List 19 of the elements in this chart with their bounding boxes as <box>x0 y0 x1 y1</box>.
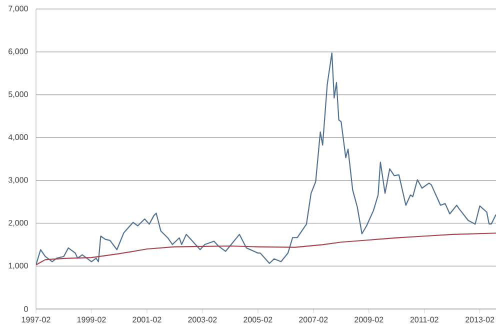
y-tick-label: 6,000 <box>8 48 28 56</box>
x-tick-label: 1999-02 <box>77 316 106 322</box>
x-tick-label: 2001-02 <box>132 316 162 322</box>
y-tick-label: 7,000 <box>8 6 28 12</box>
x-tick-label: 2009-02 <box>354 316 384 322</box>
y-tick-label: 3,000 <box>8 177 28 184</box>
y-tick-label: 5,000 <box>8 91 28 98</box>
x-tick-label: 2007-02 <box>299 316 328 322</box>
line-series <box>36 232 496 266</box>
x-tick-label: 1997-02 <box>22 316 50 322</box>
x-tick-label: 2003-02 <box>188 316 217 322</box>
y-tick-label: 4,000 <box>8 134 28 141</box>
x-tick-label: 2005-02 <box>244 316 272 322</box>
line-series <box>36 52 496 266</box>
x-tick-label: 2013-02 <box>466 316 494 322</box>
y-tick-label: 1,000 <box>8 262 28 270</box>
y-tick-label: 0 <box>24 306 28 312</box>
x-tick-label: 2011-02 <box>410 316 438 322</box>
y-tick-label: 2,000 <box>8 220 28 227</box>
